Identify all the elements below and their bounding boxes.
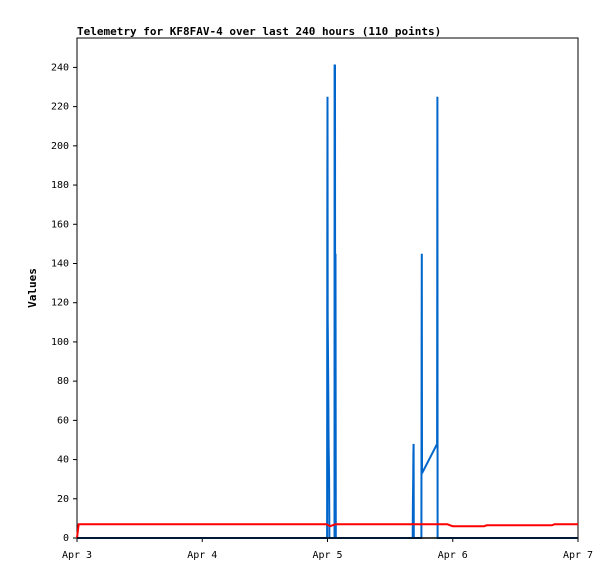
y-tick-label: 20: [57, 494, 69, 505]
x-tick-label: Apr 5: [312, 550, 342, 561]
y-tick-label: 140: [51, 258, 69, 269]
x-tick-label: Apr 3: [62, 550, 92, 561]
x-tick-label: Apr 7: [563, 550, 593, 561]
y-tick-label: 0: [63, 533, 69, 544]
chart-title: Telemetry for KF8FAV-4 over last 240 hou…: [77, 25, 441, 38]
y-tick-label: 160: [51, 219, 69, 230]
y-tick-label: 40: [57, 455, 69, 466]
y-tick-label: 240: [51, 62, 69, 73]
y-tick-label: 60: [57, 415, 69, 426]
y-tick-label: 200: [51, 141, 69, 152]
y-tick-label: 80: [57, 376, 69, 387]
y-axis-label: Values: [26, 268, 39, 308]
series-line-1: [77, 64, 578, 539]
y-tick-label: 180: [51, 180, 69, 191]
x-axis: Apr 3 Apr 4 Apr 5 Apr 6 Apr 7: [62, 538, 593, 561]
y-tick-label: 220: [51, 102, 69, 113]
series-line-2: [76, 523, 578, 539]
y-tick-label: 120: [51, 298, 69, 309]
x-tick-label: Apr 4: [187, 550, 217, 561]
y-axis: 0 20 40 60 80 100 120 140 160 180 200 220 240: [51, 62, 77, 544]
series-group: [76, 64, 578, 539]
y-tick-label: 100: [51, 337, 69, 348]
x-tick-label: Apr 6: [438, 550, 468, 561]
